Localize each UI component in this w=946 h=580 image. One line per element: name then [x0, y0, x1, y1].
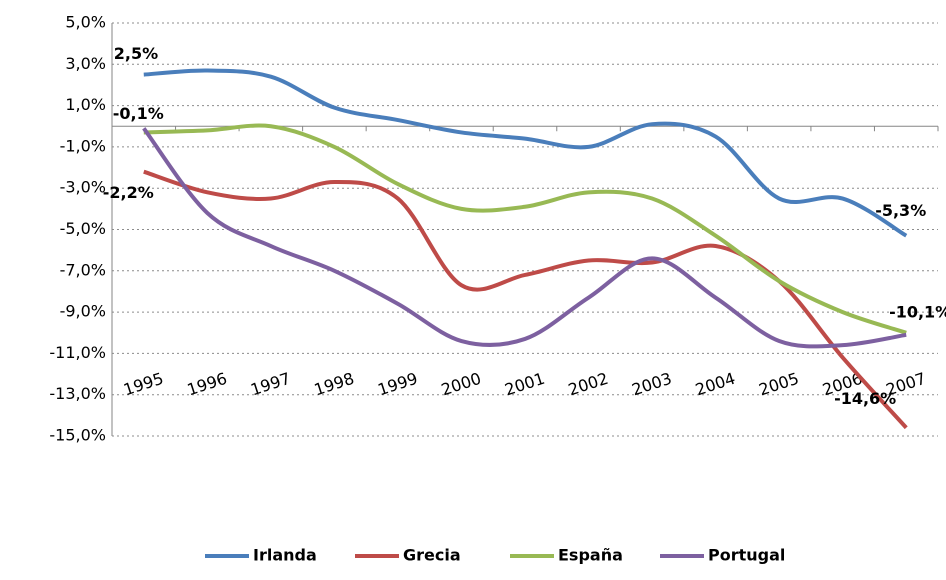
y-tick-label: -1,0% [60, 136, 106, 155]
y-tick-label: -15,0% [49, 426, 106, 445]
x-tick-label: 1998 [312, 369, 357, 400]
y-tick-label: -3,0% [60, 178, 106, 197]
line [143, 169, 908, 430]
y-tick-label: 1,0% [65, 95, 106, 114]
y-tick-label: 5,0% [65, 13, 106, 32]
y-tick-label: -5,0% [60, 219, 106, 238]
data-label: -5,3% [875, 201, 926, 220]
x-tick-label: 2001 [502, 369, 547, 400]
data-label: -2,2% [103, 183, 154, 202]
y-tick-label: -7,0% [60, 260, 106, 279]
x-tick-label: 1997 [248, 369, 293, 400]
data-label: -10,1% [889, 302, 946, 321]
y-tick-label: -13,0% [49, 384, 106, 403]
data-label: -0,1% [113, 104, 164, 123]
data-label: 2,5% [114, 44, 158, 63]
legend-label: Portugal [708, 546, 785, 565]
line [143, 123, 907, 335]
legend-label: Irlanda [253, 546, 317, 565]
legend-label: España [558, 546, 623, 565]
x-tick-label: 2004 [693, 369, 738, 400]
y-tick-label: -9,0% [60, 302, 106, 321]
data-label: -14,6% [834, 389, 896, 408]
legend-label: Grecia [403, 546, 461, 565]
y-tick-label: 3,0% [65, 54, 106, 73]
line [143, 68, 908, 238]
x-tick-label: 2000 [439, 369, 484, 400]
y-tick-label: -11,0% [49, 343, 106, 362]
line [142, 127, 907, 349]
